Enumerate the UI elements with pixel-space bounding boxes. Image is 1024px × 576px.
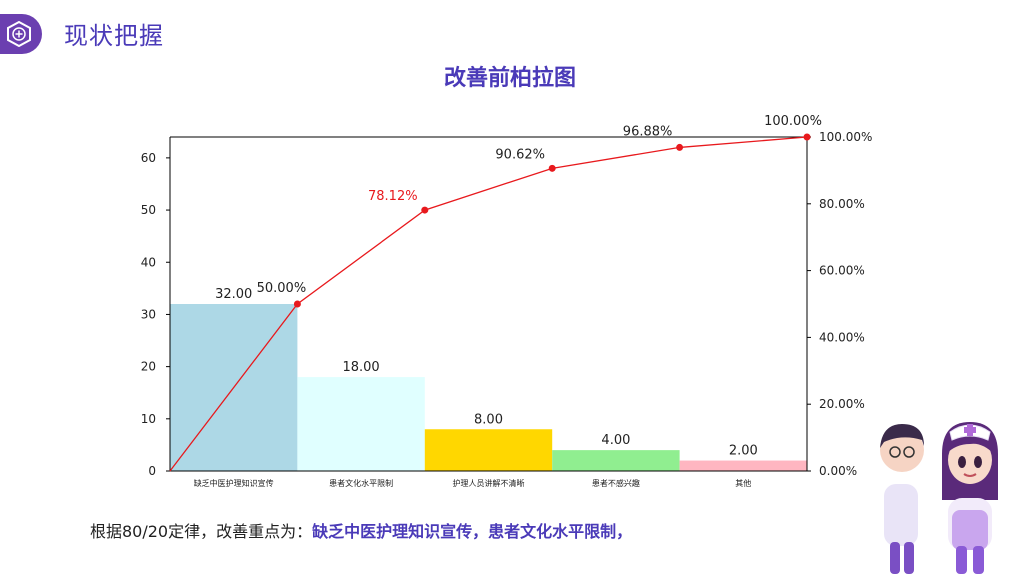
y-tick-label: 20 <box>141 360 156 374</box>
cumulative-line <box>169 136 808 472</box>
chart-title: 改善前柏拉图 <box>443 66 576 91</box>
y-tick-label: 60 <box>141 151 156 165</box>
bar-value-label: 4.00 <box>601 433 630 448</box>
bar-value-label: 18.00 <box>342 360 379 375</box>
cumulative-point <box>676 143 684 151</box>
bar-value-label: 2.00 <box>729 444 758 459</box>
bar-value-label: 32.00 <box>215 287 252 302</box>
bar <box>424 429 553 471</box>
bar-value-label: 8.00 <box>474 412 503 427</box>
hexagon-plus-icon <box>7 21 31 47</box>
cumulative-point <box>293 300 301 308</box>
conclusion-text: 根据80/20定律，改善重点为：缺乏中医护理知识宣传，患者文化水平限制， <box>90 518 632 542</box>
bar <box>552 450 680 471</box>
x-tick-label: 缺乏中医护理知识宣传 <box>194 478 274 488</box>
y2-tick-label: 20.00% <box>819 397 865 411</box>
cumulative-label: 50.00% <box>257 281 307 296</box>
x-tick-label: 患者不感兴趣 <box>592 478 640 488</box>
cumulative-label: 90.62% <box>495 147 545 162</box>
doctor-figure <box>880 424 924 574</box>
nurse-doctor-illustration <box>880 422 998 574</box>
y-tick-label: 10 <box>141 412 156 426</box>
x-tick-label: 护理人员讲解不清晰 <box>453 478 525 488</box>
y2-tick-label: 80.00% <box>819 197 865 211</box>
section-badge <box>0 14 42 54</box>
bar <box>679 460 807 471</box>
x-tick-label: 其他 <box>735 478 751 488</box>
cumulative-label: 100.00% <box>764 114 822 129</box>
y-tick-label: 40 <box>141 255 156 269</box>
y2-tick-label: 60.00% <box>819 264 865 278</box>
bar <box>297 377 425 471</box>
y-tick-label: 0 <box>148 464 156 478</box>
y-tick-label: 30 <box>141 307 156 321</box>
y2-tick-label: 40.00% <box>819 330 865 344</box>
y2-tick-label: 100.00% <box>819 130 872 144</box>
x-tick-label: 患者文化水平限制 <box>329 478 393 488</box>
cumulative-label: 96.88% <box>623 124 673 139</box>
y-tick-label: 50 <box>141 203 156 217</box>
cumulative-point <box>803 133 811 141</box>
cumulative-point <box>548 164 556 172</box>
cumulative-label: 78.12% <box>368 189 418 204</box>
conclusion-prefix: 根据80/20定律，改善重点为： <box>90 522 313 541</box>
nurse-figure <box>942 422 998 574</box>
y2-tick-label: 0.00% <box>819 464 857 478</box>
section-title: 现状把握 <box>64 22 164 50</box>
conclusion-emphasis: 缺乏中医护理知识宣传，患者文化水平限制， <box>312 522 633 541</box>
cumulative-point <box>421 206 429 214</box>
